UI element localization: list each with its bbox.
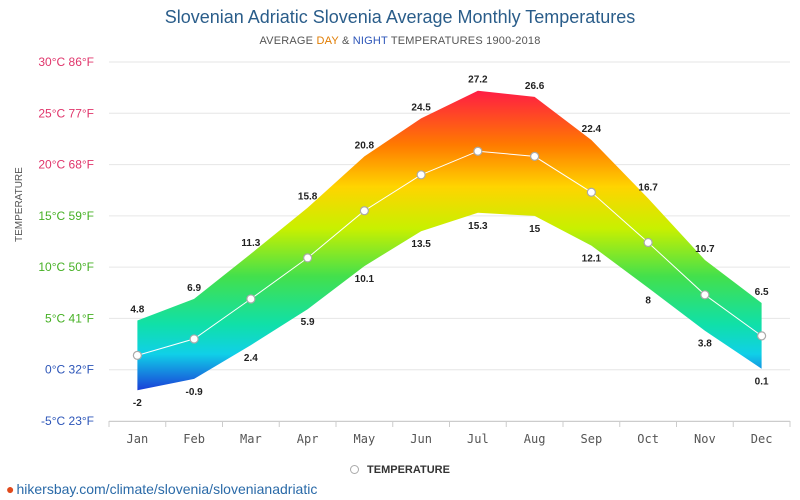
x-tick-label: Dec (751, 432, 773, 446)
average-point (359, 206, 369, 216)
day-value-label: 22.4 (582, 124, 602, 135)
night-value-label: 15 (529, 224, 541, 235)
night-value-label: -2 (133, 398, 142, 409)
x-tick-label: Jun (410, 432, 432, 446)
day-value-label: 20.8 (355, 140, 375, 151)
y-axis-ticks: 30°C 86°F 25°C 77°F 20°C 68°F 15°C 59°F 10°C… (38, 55, 94, 428)
day-value-label: 16.7 (638, 182, 658, 193)
day-value-label: 26.6 (525, 81, 545, 92)
average-point (757, 331, 767, 341)
y-tick-label: 30°C 86°F (38, 55, 94, 69)
source-text: hikersbay.com/climate/slovenia/slovenian… (16, 481, 318, 497)
x-tick-label: Feb (183, 432, 205, 446)
average-point (586, 187, 596, 197)
average-point (700, 290, 710, 300)
average-point (416, 170, 426, 180)
x-axis-ticks: Jan Feb Mar Apr May Jun Jul Aug Sep Oct Nov Dec (127, 432, 773, 446)
night-value-labels: -2 -0.9 2.4 5.9 10.1 13.5 15.3 15 12.1 8 3.8 0.1 (133, 221, 769, 409)
day-value-labels: 4.8 6.9 11.3 15.8 20.8 24.5 27.2 26.6 22.4 16.7 10… (130, 75, 769, 316)
legend[interactable]: TEMPERATURE (0, 464, 800, 476)
y-tick-label: 20°C 68°F (38, 158, 94, 172)
x-tick-label: Apr (297, 432, 319, 446)
x-tick-label: Jan (127, 432, 149, 446)
x-tick-label: Aug (524, 432, 546, 446)
subtitle-suffix: TEMPERATURES 1900-2018 (387, 35, 541, 47)
x-tick-label: Oct (637, 432, 659, 446)
y-tick-label: 25°C 77°F (38, 106, 94, 120)
average-point (473, 146, 483, 156)
day-night-band (137, 90, 762, 391)
average-point (643, 237, 653, 248)
night-value-label: 3.8 (698, 339, 712, 350)
x-tick-label: Jul (467, 432, 489, 446)
x-tick-label: Mar (240, 432, 262, 446)
subtitle-amp: & (338, 35, 353, 47)
subtitle-day: DAY (316, 35, 339, 47)
average-point (189, 334, 199, 344)
night-value-label: 15.3 (468, 221, 488, 232)
subtitle-prefix: AVERAGE (259, 35, 317, 47)
y-axis-label: TEMPERATURE (14, 167, 25, 242)
legend-marker-icon (350, 465, 360, 474)
y-tick-label: 10°C 50°F (38, 260, 94, 274)
day-value-label: 11.3 (241, 238, 260, 249)
x-tick-label: Nov (694, 432, 716, 446)
subtitle-night: NIGHT (352, 35, 388, 47)
day-value-label: 24.5 (411, 102, 431, 113)
chart-subtitle: AVERAGE DAY & NIGHT TEMPERATURES 1900-20… (0, 35, 800, 47)
average-point (303, 253, 313, 263)
x-tick-label: Sep (581, 432, 603, 446)
night-value-label: 2.4 (244, 353, 258, 364)
night-value-label: 12.1 (582, 254, 602, 265)
average-line (137, 150, 762, 356)
y-tick-label: 15°C 59°F (38, 209, 94, 223)
x-tick-label: May (354, 432, 376, 446)
night-value-label: 10.1 (355, 274, 375, 285)
night-value-label: 13.5 (411, 239, 431, 250)
day-value-label: 27.2 (468, 75, 488, 86)
legend-label: TEMPERATURE (367, 464, 450, 476)
day-value-label: 15.8 (298, 192, 318, 203)
day-value-label: 10.7 (695, 244, 715, 255)
y-tick-label: 5°C 41°F (45, 311, 94, 325)
average-point (132, 350, 142, 360)
night-value-label: 5.9 (301, 317, 315, 328)
night-value-label: 0.1 (755, 377, 769, 388)
day-value-label: 6.9 (187, 283, 201, 294)
map-pin-icon: ● (6, 481, 15, 497)
chart-title: Slovenian Adriatic Slovenia Average Mont… (164, 7, 636, 27)
night-value-label: 8 (645, 296, 651, 307)
average-point (246, 294, 256, 304)
night-value-label: -0.9 (186, 387, 204, 398)
source-link[interactable]: ● hikersbay.com/climate/slovenia/slovenia… (6, 481, 317, 497)
average-point (530, 151, 540, 161)
average-points (132, 146, 767, 360)
y-tick-label: -5°C 23°F (41, 414, 94, 428)
y-tick-label: 0°C 32°F (45, 363, 94, 377)
day-value-label: 4.8 (130, 304, 144, 315)
day-value-label: 6.5 (755, 287, 769, 298)
